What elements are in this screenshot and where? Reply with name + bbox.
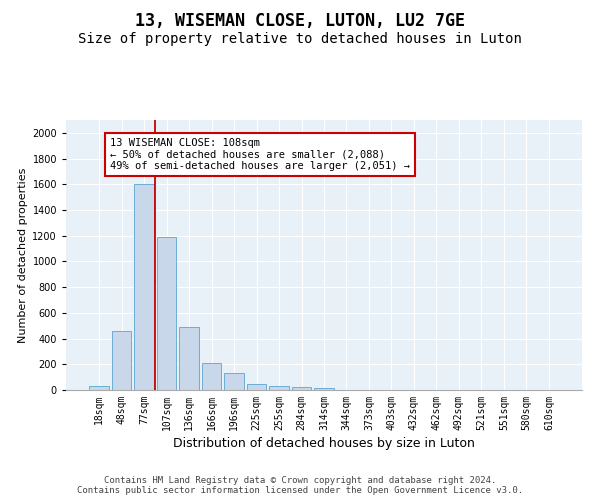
- Y-axis label: Number of detached properties: Number of detached properties: [18, 168, 28, 342]
- Text: Size of property relative to detached houses in Luton: Size of property relative to detached ho…: [78, 32, 522, 46]
- Bar: [224, 374, 244, 390]
- Bar: [157, 237, 176, 390]
- Text: 13, WISEMAN CLOSE, LUTON, LU2 7GE: 13, WISEMAN CLOSE, LUTON, LU2 7GE: [135, 12, 465, 30]
- Bar: [269, 386, 289, 390]
- Bar: [134, 184, 154, 390]
- Bar: [202, 363, 221, 390]
- X-axis label: Distribution of detached houses by size in Luton: Distribution of detached houses by size …: [173, 437, 475, 450]
- Bar: [247, 384, 266, 390]
- Bar: [112, 331, 131, 390]
- Bar: [314, 388, 334, 390]
- Bar: [292, 388, 311, 390]
- Bar: [89, 386, 109, 390]
- Text: 13 WISEMAN CLOSE: 108sqm
← 50% of detached houses are smaller (2,088)
49% of sem: 13 WISEMAN CLOSE: 108sqm ← 50% of detach…: [110, 138, 410, 171]
- Text: Contains HM Land Registry data © Crown copyright and database right 2024.
Contai: Contains HM Land Registry data © Crown c…: [77, 476, 523, 495]
- Bar: [179, 327, 199, 390]
